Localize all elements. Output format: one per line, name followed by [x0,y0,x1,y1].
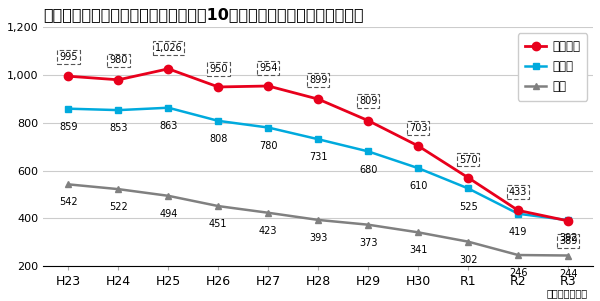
久留米市 [115,78,122,82]
福岡県 [215,119,222,123]
Text: 451: 451 [209,219,227,229]
久留米市 [314,97,322,101]
久留米市 [565,219,572,223]
Text: 859: 859 [59,122,77,132]
Text: 542: 542 [59,197,78,207]
福岡県 [365,150,372,153]
全国 [464,240,472,244]
Text: 808: 808 [209,134,227,144]
Text: 703: 703 [409,123,427,133]
Text: 899: 899 [309,75,328,85]
Text: 出典：警察統計: 出典：警察統計 [547,288,588,298]
Text: 244: 244 [559,268,577,279]
Text: 246: 246 [509,268,527,278]
Text: 680: 680 [359,165,377,175]
久留米市 [215,85,222,89]
Text: 863: 863 [159,121,178,131]
全国 [65,182,72,186]
久留米市 [165,67,172,71]
全国 [565,254,572,257]
Text: 522: 522 [109,202,128,212]
全国 [365,223,372,227]
Text: 423: 423 [259,226,278,236]
久留米市 [464,176,472,179]
Text: 809: 809 [359,96,377,106]
全国 [314,218,322,222]
Text: 433: 433 [509,187,527,197]
久留米市 [65,74,72,78]
Text: 525: 525 [459,202,478,212]
福岡県 [65,107,72,110]
久留米市 [415,144,422,148]
福岡県 [464,187,472,190]
Text: 1,026: 1,026 [154,43,182,53]
Line: 全国: 全国 [65,181,572,259]
Line: 久留米市: 久留米市 [64,65,572,225]
福岡県 [565,218,572,222]
Legend: 久留米市, 福岡県, 全国: 久留米市, 福岡県, 全国 [518,33,587,101]
久留米市 [365,119,372,123]
Text: 389: 389 [559,236,577,247]
Text: 950: 950 [209,64,227,74]
全国 [265,211,272,215]
全国 [415,231,422,234]
福岡県 [515,212,522,216]
Text: 302: 302 [459,255,478,265]
Text: 980: 980 [109,55,128,66]
全国 [115,187,122,191]
福岡県 [415,166,422,170]
全国 [215,204,222,208]
Text: 373: 373 [359,238,377,248]
全国 [515,253,522,257]
Text: 780: 780 [259,141,278,151]
Text: 954: 954 [259,63,278,73]
Text: 392: 392 [559,233,577,243]
Text: 570: 570 [459,154,478,165]
福岡県 [314,138,322,141]
全国 [165,194,172,198]
Text: 995: 995 [59,52,77,62]
福岡県 [265,126,272,129]
久留米市 [265,84,272,88]
Text: 610: 610 [409,181,427,191]
福岡県 [115,108,122,112]
Text: 久留米市、福岡県、全国における人口10万人当たりの交通事故発生件数: 久留米市、福岡県、全国における人口10万人当たりの交通事故発生件数 [43,7,364,22]
Text: 853: 853 [109,123,128,133]
久留米市 [515,209,522,212]
Text: 393: 393 [309,233,328,243]
Line: 福岡県: 福岡県 [65,104,572,224]
Text: 494: 494 [159,209,178,219]
Text: 731: 731 [309,152,328,162]
Text: 341: 341 [409,246,427,256]
Text: 419: 419 [509,227,527,237]
福岡県 [165,106,172,110]
